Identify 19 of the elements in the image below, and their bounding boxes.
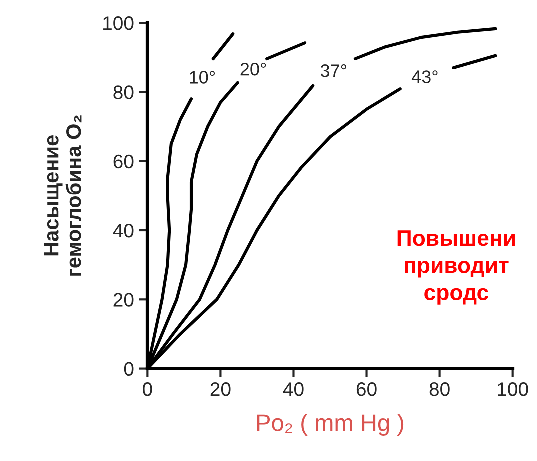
y-tick-label: 60	[114, 154, 134, 169]
series-label: 20°	[240, 63, 266, 76]
x-tick-label: 100	[498, 382, 528, 396]
y-tick-label: 20	[114, 293, 134, 307]
x-tick-label: 80	[430, 382, 450, 396]
x-axis-title: Po₂ ( mm Hg )	[257, 414, 404, 436]
series-label: 43°	[412, 70, 438, 84]
annotation: Повышени приводит сродс	[398, 230, 515, 305]
x-tick-label: 20	[210, 382, 231, 396]
series-label: 10°	[190, 71, 216, 84]
x-tick-label: 0	[143, 382, 152, 396]
x-tick-label: 40	[283, 382, 304, 396]
y-tick-label: 100	[104, 16, 134, 30]
y-tick-label: 0	[124, 362, 134, 376]
y-tick-label: 40	[113, 224, 134, 238]
series-label: 37°	[320, 64, 346, 78]
y-axis-title: Насыщение гемоглобина O₂	[44, 116, 82, 276]
x-tick-label: 60	[356, 382, 377, 396]
y-tick-label: 80	[114, 86, 134, 100]
